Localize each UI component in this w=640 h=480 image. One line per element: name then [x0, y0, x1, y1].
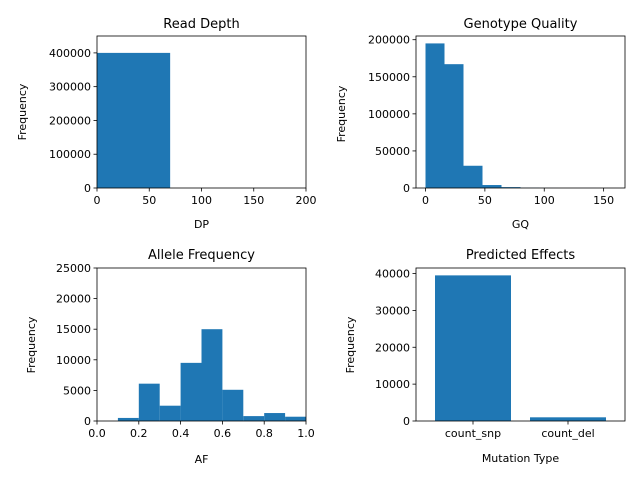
x-tick-label: 50 — [478, 194, 492, 207]
histogram-bar — [222, 389, 244, 421]
x-tick-label: 150 — [593, 194, 614, 207]
chart-title: Predicted Effects — [466, 248, 576, 263]
x-tick-label: 0.6 — [214, 427, 232, 440]
y-tick-label: 100000 — [368, 108, 410, 121]
x-tick-label: 150 — [243, 194, 264, 207]
x-axis-label: GQ — [512, 218, 530, 231]
y-tick-label: 200000 — [49, 114, 91, 127]
y-tick-label: 5000 — [63, 384, 91, 397]
y-tick-label: 10000 — [56, 354, 91, 367]
x-tick-label: 0 — [422, 194, 429, 207]
y-tick-label: 400000 — [49, 47, 91, 60]
y-axis-label: Frequency — [335, 85, 348, 142]
chart-title: Allele Frequency — [148, 248, 255, 263]
y-axis-label: Frequency — [16, 83, 29, 140]
x-axis-label: AF — [195, 453, 209, 466]
histogram-bar — [138, 383, 160, 421]
x-tick-label: 0.0 — [88, 427, 106, 440]
y-tick-label: 0 — [84, 182, 91, 195]
subplot-genotype-quality: 0 50000 100000 150000 200000 0 50 100 150 Genoty… — [335, 17, 626, 231]
histogram-bar — [501, 187, 521, 188]
histogram-bar — [425, 43, 445, 188]
y-tick-label: 30000 — [375, 304, 410, 317]
histogram-bar — [285, 416, 306, 421]
axes-frame — [96, 267, 307, 422]
x-tick-label: 0 — [94, 194, 101, 207]
axes-frame — [415, 267, 626, 422]
x-tick-label: 0.4 — [172, 427, 190, 440]
histogram-bar — [97, 52, 171, 189]
x-tick-label: 0.2 — [130, 427, 148, 440]
axes-frame — [415, 35, 626, 189]
x-tick-label: 50 — [142, 194, 156, 207]
histogram-bar — [117, 417, 139, 421]
x-axis-label: Mutation Type — [482, 452, 560, 465]
x-tick-label: count_snp — [445, 427, 501, 440]
x-tick-label: 1.0 — [297, 427, 315, 440]
y-tick-label: 40000 — [375, 268, 410, 281]
histogram-bar — [243, 416, 265, 421]
y-axis-label: Frequency — [25, 316, 38, 373]
y-tick-label: 150000 — [368, 71, 410, 84]
chart-title: Genotype Quality — [464, 17, 578, 32]
histogram-bar — [201, 329, 223, 421]
x-tick-label: 0.8 — [255, 427, 273, 440]
y-tick-label: 0 — [84, 415, 91, 428]
histogram-bar — [180, 362, 202, 421]
subplot-read-depth: 0 100000 200000 300000 400000 0 50 100 150 200 Re… — [16, 17, 317, 231]
bar — [435, 275, 511, 421]
histogram-bar — [463, 165, 483, 188]
y-tick-label: 20000 — [56, 293, 91, 306]
y-tick-label: 15000 — [56, 323, 91, 336]
x-tick-label: 100 — [191, 194, 212, 207]
y-tick-label: 0 — [403, 182, 410, 195]
histogram-bar — [159, 405, 181, 421]
y-tick-label: 100000 — [49, 148, 91, 161]
histogram-bar — [444, 64, 464, 188]
x-axis-label: DP — [194, 218, 209, 231]
chart-title: Read Depth — [163, 17, 239, 32]
subplot-allele-frequency: 0 5000 10000 15000 20000 25000 0.0 0.2 0.4 0.6 0.8… — [25, 248, 315, 466]
y-tick-label: 200000 — [368, 34, 410, 47]
y-tick-label: 25000 — [56, 262, 91, 275]
y-tick-label: 10000 — [375, 378, 410, 391]
histogram-bar — [264, 413, 286, 421]
y-axis-label: Frequency — [344, 316, 357, 373]
x-tick-label: 200 — [296, 194, 317, 207]
x-tick-label: 100 — [534, 194, 555, 207]
bar — [530, 417, 606, 421]
x-tick-label: count_del — [541, 427, 594, 440]
y-tick-label: 20000 — [375, 341, 410, 354]
y-tick-label: 0 — [403, 415, 410, 428]
histogram-bar — [482, 185, 502, 188]
y-tick-label: 300000 — [49, 81, 91, 94]
y-tick-label: 50000 — [375, 145, 410, 158]
